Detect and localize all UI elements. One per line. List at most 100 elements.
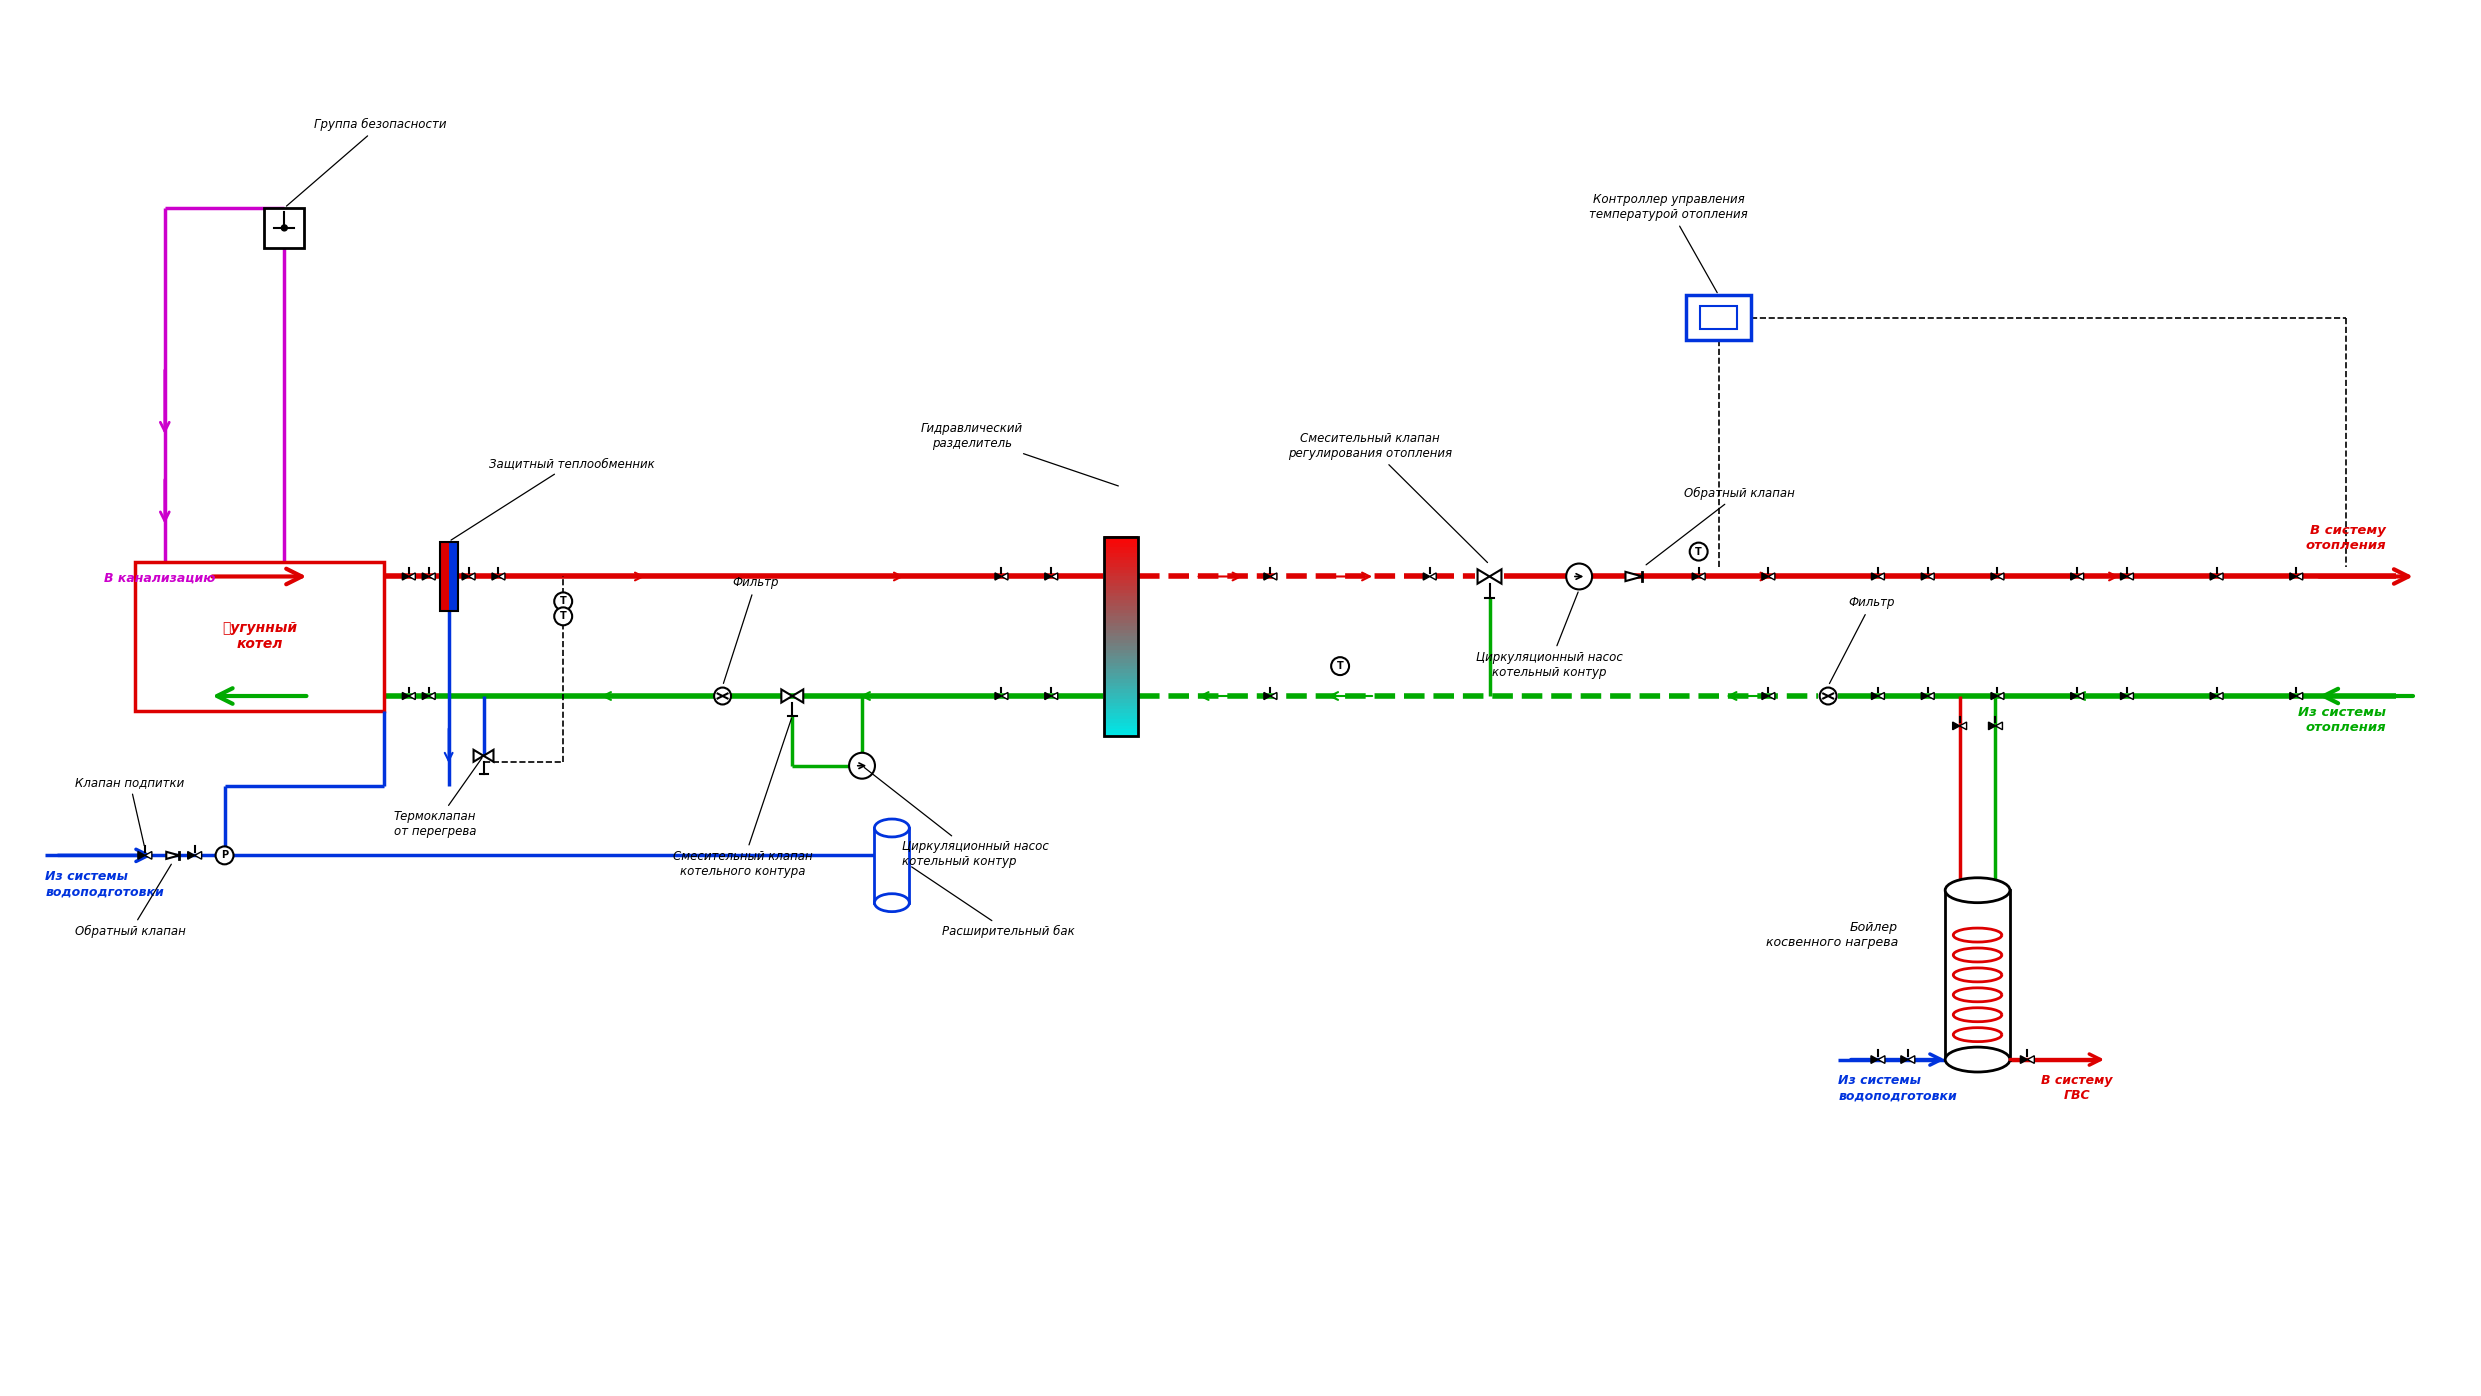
Polygon shape <box>1625 572 1642 581</box>
Polygon shape <box>2077 572 2084 581</box>
Bar <box>1104 688 1139 692</box>
Polygon shape <box>1002 572 1007 581</box>
Bar <box>1104 708 1139 712</box>
Circle shape <box>216 846 233 864</box>
Ellipse shape <box>1945 1047 2010 1072</box>
Bar <box>1104 655 1139 659</box>
Polygon shape <box>402 572 409 581</box>
Bar <box>1104 546 1139 550</box>
Polygon shape <box>1990 572 1997 581</box>
Bar <box>1104 558 1139 563</box>
Polygon shape <box>1479 570 1489 584</box>
Bar <box>439 542 457 611</box>
Bar <box>1104 671 1139 676</box>
Bar <box>1104 691 1139 697</box>
Polygon shape <box>2027 1055 2034 1064</box>
Polygon shape <box>995 692 1002 699</box>
Text: Из системы
водоподготовки: Из системы водоподготовки <box>1838 1075 1958 1103</box>
Text: T: T <box>1695 547 1702 557</box>
Text: Группа безопасности: Группа безопасности <box>285 119 447 207</box>
Polygon shape <box>461 572 469 581</box>
Bar <box>1104 705 1139 709</box>
Polygon shape <box>2121 692 2126 699</box>
Text: В канализацию: В канализацию <box>104 571 216 585</box>
Bar <box>1104 678 1139 683</box>
Circle shape <box>1819 688 1836 705</box>
Bar <box>1104 695 1139 699</box>
Polygon shape <box>189 852 194 859</box>
Polygon shape <box>422 572 429 581</box>
Bar <box>1104 638 1139 644</box>
Bar <box>1104 632 1139 637</box>
Polygon shape <box>499 572 506 581</box>
Bar <box>1104 565 1139 570</box>
Text: Фильтр: Фильтр <box>724 577 779 684</box>
Polygon shape <box>1692 572 1699 581</box>
Bar <box>1104 568 1139 574</box>
Polygon shape <box>1769 692 1774 699</box>
Circle shape <box>553 592 573 610</box>
Polygon shape <box>474 750 484 762</box>
Polygon shape <box>409 692 414 699</box>
Polygon shape <box>1270 692 1278 699</box>
Text: Смесительный клапан
регулирования отопления: Смесительный клапан регулирования отопле… <box>1288 431 1489 563</box>
Text: Фильтр: Фильтр <box>1828 596 1895 684</box>
Circle shape <box>553 607 573 625</box>
Bar <box>1104 592 1139 596</box>
Bar <box>1104 732 1139 736</box>
Bar <box>1104 719 1139 723</box>
Polygon shape <box>1878 572 1886 581</box>
Polygon shape <box>1920 572 1928 581</box>
Polygon shape <box>1928 572 1935 581</box>
Bar <box>1104 722 1139 726</box>
Bar <box>1104 556 1139 560</box>
Text: В систему
отопления: В систему отопления <box>2305 524 2387 551</box>
Polygon shape <box>402 692 409 699</box>
Bar <box>1104 625 1139 630</box>
Text: Клапан подпитки: Клапан подпитки <box>74 776 184 846</box>
Bar <box>1104 553 1139 557</box>
Polygon shape <box>1263 692 1270 699</box>
Polygon shape <box>491 572 499 581</box>
Polygon shape <box>1900 1055 1908 1064</box>
Text: Из системы
отопления: Из системы отопления <box>2297 706 2387 734</box>
Bar <box>1104 681 1139 685</box>
Bar <box>1104 599 1139 603</box>
Polygon shape <box>1424 572 1429 581</box>
Bar <box>1104 662 1139 666</box>
Polygon shape <box>166 852 179 859</box>
Bar <box>1104 635 1139 639</box>
Text: Смесительный клапан
котельного контура: Смесительный клапан котельного контура <box>672 719 811 878</box>
Polygon shape <box>429 692 434 699</box>
Text: Гидравлический
разделитель: Гидравлический разделитель <box>920 422 1119 486</box>
Polygon shape <box>995 572 1002 581</box>
Bar <box>1104 585 1139 589</box>
Bar <box>1687 295 1752 341</box>
Bar <box>1104 616 1139 620</box>
Polygon shape <box>1878 692 1886 699</box>
Polygon shape <box>1960 722 1967 730</box>
Polygon shape <box>2126 572 2134 581</box>
Ellipse shape <box>873 819 911 838</box>
Polygon shape <box>1920 692 1928 699</box>
Circle shape <box>849 752 876 779</box>
Polygon shape <box>1002 692 1007 699</box>
Text: T: T <box>561 611 566 621</box>
Polygon shape <box>1699 572 1704 581</box>
Bar <box>1104 589 1139 593</box>
Bar <box>1104 664 1139 670</box>
Text: Из системы
водоподготовки: Из системы водоподготовки <box>45 870 164 898</box>
Bar <box>1104 659 1139 663</box>
Polygon shape <box>1908 1055 1915 1064</box>
Polygon shape <box>2211 692 2216 699</box>
Bar <box>1104 623 1139 627</box>
Ellipse shape <box>873 893 911 912</box>
Polygon shape <box>469 572 474 581</box>
Bar <box>449 542 457 611</box>
Bar <box>1104 652 1139 656</box>
Bar <box>1104 642 1139 646</box>
Text: P: P <box>221 850 228 860</box>
Polygon shape <box>2211 572 2216 581</box>
Text: Защитный теплообменник: Защитный теплообменник <box>452 456 655 540</box>
Polygon shape <box>1052 572 1057 581</box>
